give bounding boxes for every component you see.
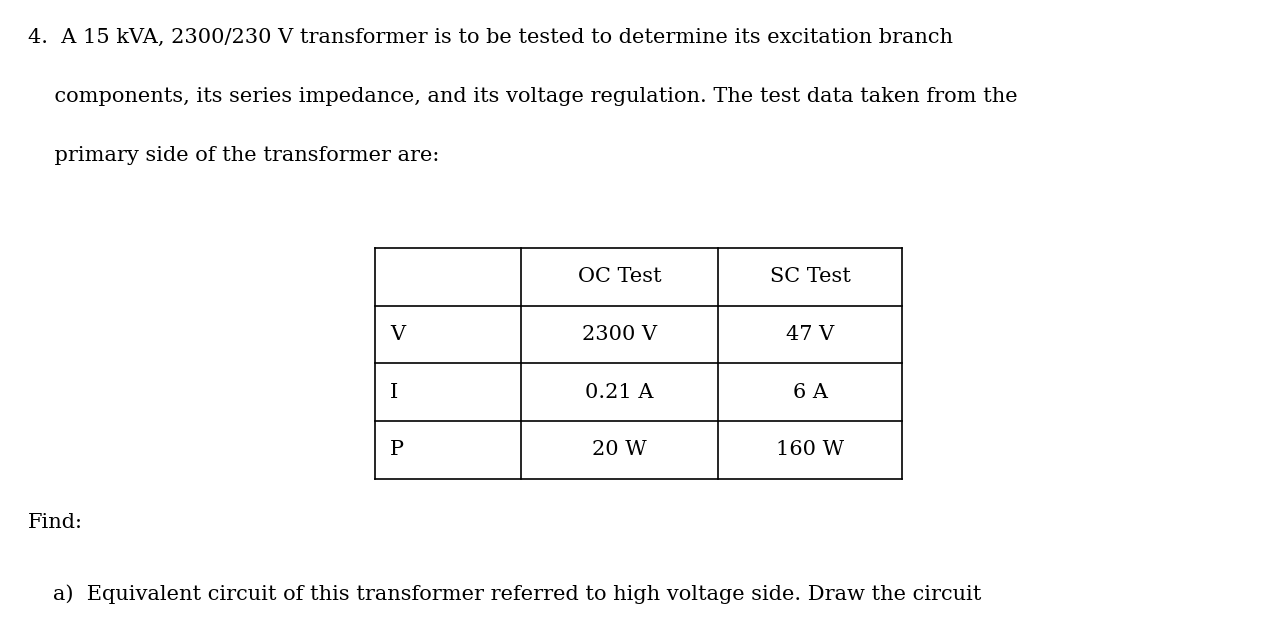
Text: 0.21 A: 0.21 A [586,383,653,402]
Text: 2300 V: 2300 V [582,325,657,344]
Text: components, its series impedance, and its voltage regulation. The test data take: components, its series impedance, and it… [28,87,1018,106]
Text: SC Test: SC Test [770,267,850,286]
Text: Find:: Find: [28,513,83,532]
Text: primary side of the transformer are:: primary side of the transformer are: [28,146,440,165]
Text: 47 V: 47 V [787,325,834,344]
Text: V: V [390,325,405,344]
Text: 20 W: 20 W [592,440,647,459]
Text: 160 W: 160 W [777,440,844,459]
Text: 4.  A 15 kVA, 2300/230 V transformer is to be tested to determine its excitation: 4. A 15 kVA, 2300/230 V transformer is t… [28,28,953,47]
Text: I: I [390,383,398,402]
Text: 6 A: 6 A [793,383,827,402]
Text: a)  Equivalent circuit of this transformer referred to high voltage side. Draw t: a) Equivalent circuit of this transforme… [53,584,981,604]
Text: OC Test: OC Test [578,267,661,286]
Text: P: P [390,440,404,459]
